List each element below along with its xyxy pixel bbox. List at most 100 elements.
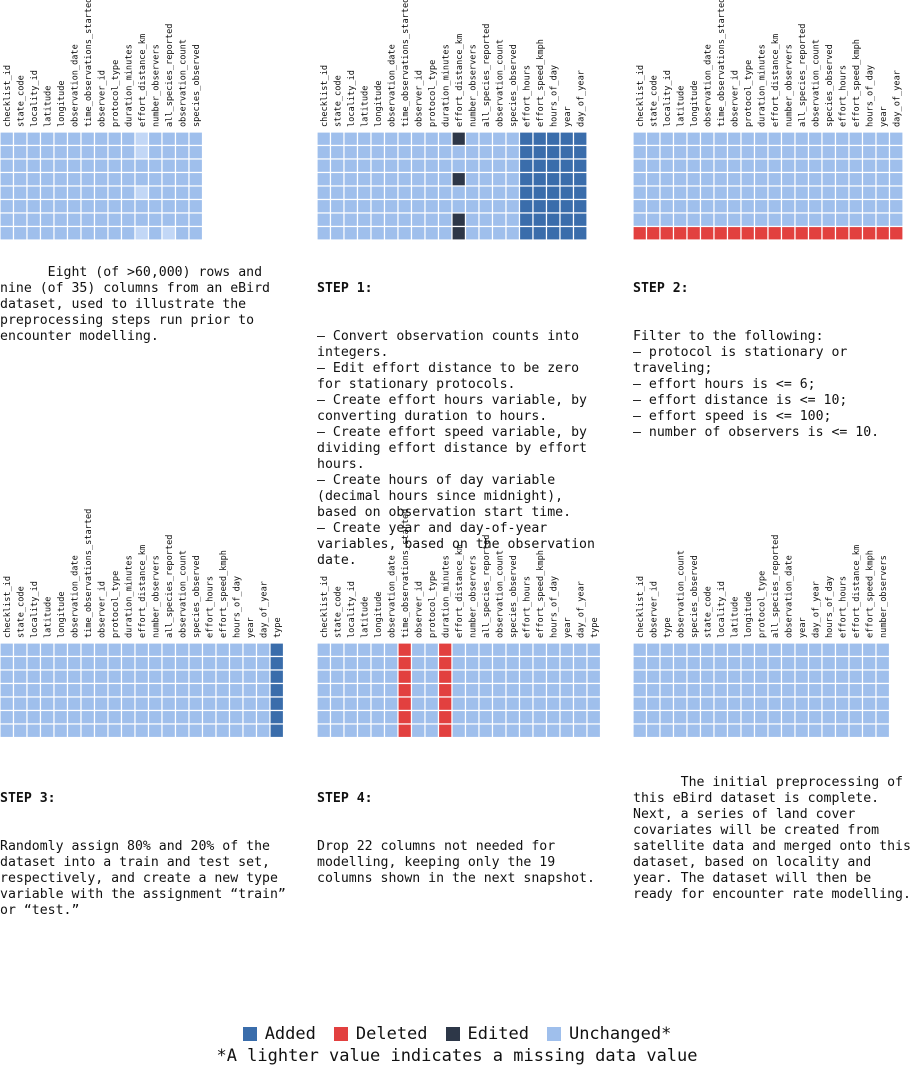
grid-cell-added <box>559 185 575 201</box>
grid-cell-unchanged <box>753 144 769 160</box>
grid-cell-unchanged <box>451 642 467 658</box>
grid-cell-unchanged <box>107 723 123 739</box>
grid-cell-unchanged <box>740 642 756 658</box>
grid-cell-unchanged <box>242 696 258 712</box>
grid-cell-missing <box>134 144 150 160</box>
grid-cell-unchanged <box>848 171 864 187</box>
column-label: observer_id <box>730 70 740 127</box>
grid-cell-unchanged <box>861 212 877 228</box>
grid-cell-unchanged <box>397 144 413 160</box>
grid-cell-unchanged <box>645 682 661 698</box>
grid-cell-unchanged <box>491 158 507 174</box>
grid-cell-unchanged <box>188 212 204 228</box>
grid-cell-unchanged <box>316 225 332 241</box>
grid-cell-unchanged <box>201 655 217 671</box>
grid-cell-unchanged <box>794 212 810 228</box>
grid-cell-unchanged <box>875 171 891 187</box>
grid-cell-unchanged <box>53 198 69 214</box>
grid-cell-unchanged <box>188 709 204 725</box>
grid-cell-unchanged <box>834 723 850 739</box>
grid-cell-missing <box>134 185 150 201</box>
grid-cell-unchanged <box>545 696 561 712</box>
grid-cell-unchanged <box>53 158 69 174</box>
grid-cell-unchanged <box>343 198 359 214</box>
grid-cell-unchanged <box>107 642 123 658</box>
grid-cell-unchanged <box>356 131 372 147</box>
grid-cell-unchanged <box>316 709 332 725</box>
grid-cell-unchanged <box>161 185 177 201</box>
grid-cell-unchanged <box>545 669 561 685</box>
grid-cell-unchanged <box>80 709 96 725</box>
grid-cell-unchanged <box>161 642 177 658</box>
column-label: observer_id <box>97 70 107 127</box>
grid-cell-unchanged <box>451 198 467 214</box>
grid-cell-unchanged <box>39 669 55 685</box>
grid-cell-unchanged <box>316 185 332 201</box>
grid-cell-unchanged <box>80 185 96 201</box>
column-label: observation_count <box>676 550 686 638</box>
grid-cell-unchanged <box>370 171 386 187</box>
grid-cell-unchanged <box>753 131 769 147</box>
grid-cell-unchanged <box>572 642 588 658</box>
grid-cell-unchanged <box>107 669 123 685</box>
grid-cell-unchanged <box>491 723 507 739</box>
grid-cell-unchanged <box>410 669 426 685</box>
column-label: protocol_type <box>757 571 767 638</box>
grid-cell-unchanged <box>437 131 453 147</box>
grid-cell-unchanged <box>491 198 507 214</box>
grid-cell-unchanged <box>780 709 796 725</box>
grid-cell-unchanged <box>329 225 345 241</box>
grid-cell-unchanged <box>329 144 345 160</box>
grid-cell-unchanged <box>134 171 150 187</box>
grid-cell-missing <box>161 225 177 241</box>
column-label: observation_date <box>70 44 80 127</box>
grid-cell-unchanged <box>505 709 521 725</box>
column-label: day_of_year <box>811 581 821 638</box>
grid-cell-unchanged <box>188 696 204 712</box>
grid-cell-unchanged <box>174 212 190 228</box>
grid-cell-unchanged <box>424 144 440 160</box>
grid-cell-unchanged <box>672 655 688 671</box>
column-label: observation_date <box>703 44 713 127</box>
grid-cell-unchanged <box>107 131 123 147</box>
grid-cell-unchanged <box>0 642 15 658</box>
grid-cell-unchanged <box>174 144 190 160</box>
grid-cell-unchanged <box>242 709 258 725</box>
grid-cell-unchanged <box>188 669 204 685</box>
column-label: protocol_type <box>428 60 438 127</box>
column-label: effort_speed_kmph <box>219 550 229 638</box>
grid-cell-unchanged <box>201 642 217 658</box>
grid-cell-unchanged <box>767 158 783 174</box>
grid-cell-unchanged <box>834 198 850 214</box>
grid-cell-unchanged <box>147 642 163 658</box>
grid-cell-unchanged <box>26 723 42 739</box>
grid-cell-added <box>545 158 561 174</box>
grid-cell-unchanged <box>80 682 96 698</box>
grid-cell-unchanged <box>505 185 521 201</box>
grid-cell-unchanged <box>491 185 507 201</box>
column-label: day_of_year <box>259 581 269 638</box>
grid-cell-unchanged <box>726 709 742 725</box>
grid-cell-unchanged <box>559 682 575 698</box>
grid-cell-unchanged <box>174 696 190 712</box>
grid-cell-unchanged <box>767 185 783 201</box>
grid-cell-unchanged <box>370 723 386 739</box>
grid-cell-unchanged <box>12 131 28 147</box>
grid-cell-unchanged <box>464 655 480 671</box>
grid-cell-unchanged <box>80 655 96 671</box>
grid-cell-unchanged <box>686 212 702 228</box>
grid-cell-unchanged <box>726 131 742 147</box>
grid-cell-unchanged <box>478 198 494 214</box>
grid-cell-unchanged <box>0 185 15 201</box>
grid-cell-unchanged <box>329 709 345 725</box>
grid-cell-deleted <box>726 225 742 241</box>
grid-cell-unchanged <box>215 723 231 739</box>
grid-cell-unchanged <box>120 131 136 147</box>
grid-cell-unchanged <box>834 212 850 228</box>
grid-cell-unchanged <box>848 696 864 712</box>
grid-cell-unchanged <box>713 709 729 725</box>
grid-cell-unchanged <box>356 158 372 174</box>
grid-cell-unchanged <box>215 696 231 712</box>
grid-cell-unchanged <box>383 158 399 174</box>
column-label: latitude <box>360 86 370 127</box>
